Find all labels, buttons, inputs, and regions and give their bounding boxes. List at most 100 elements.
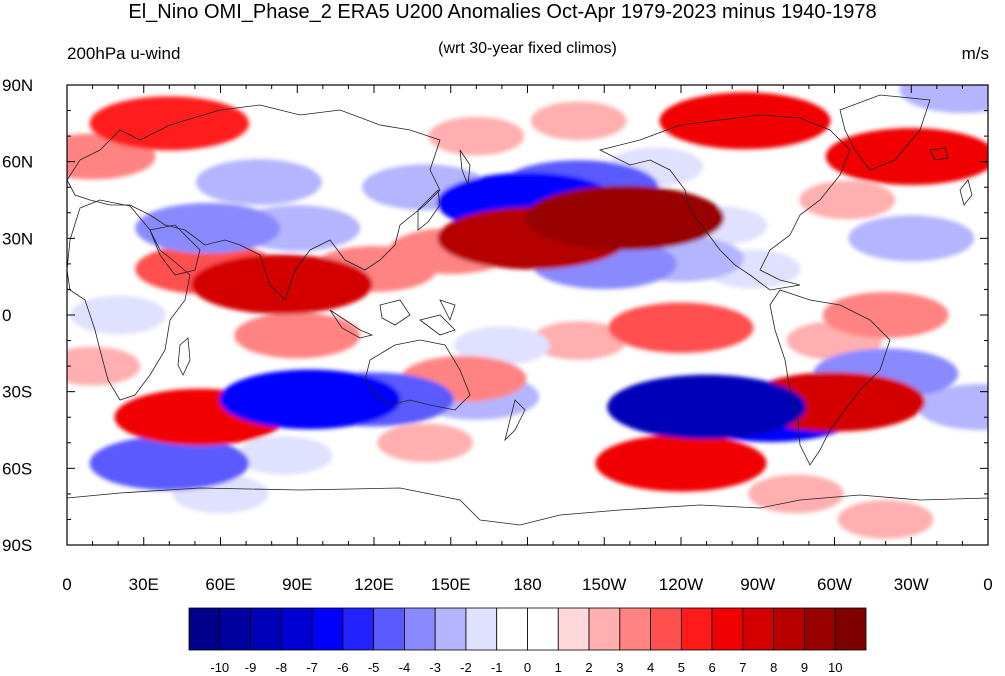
anomaly-contour <box>595 434 767 492</box>
colorbar-box <box>188 607 221 651</box>
anomaly-contour <box>530 321 627 360</box>
colorbar-label: -9 <box>245 660 257 675</box>
colorbar-box <box>834 607 867 651</box>
colorbar-box <box>711 607 744 651</box>
colorbar-box <box>680 607 713 651</box>
lon-tick-label: 60W <box>817 575 852 594</box>
longitude-axis: 0 30E 60E 90E 120E 150E 180 150W 120W 90W 60W 30W 0 <box>62 85 993 594</box>
colorbar-box <box>311 607 344 651</box>
anomaly-contour <box>607 374 806 440</box>
lat-tick-label: 90N <box>2 76 33 95</box>
anomaly-contour <box>748 474 844 514</box>
colorbar-box <box>434 607 467 651</box>
colorbar-label: 9 <box>801 660 808 675</box>
latitude-axis: 90N 60N 30N 0 30S 60S 90S <box>2 76 988 555</box>
colorbar-label: 2 <box>585 660 592 675</box>
colorbar-box <box>773 607 805 651</box>
lon-tick-label: 150E <box>431 575 471 594</box>
colorbar-label: 1 <box>555 660 562 675</box>
colorbar-box <box>465 607 498 651</box>
colorbar-label: -3 <box>429 660 441 675</box>
lon-tick-label: 90E <box>282 575 312 594</box>
anomaly-contour <box>659 92 831 150</box>
lon-tick-label: 60E <box>205 575 235 594</box>
anomaly-contour <box>191 254 373 315</box>
colorbar-box <box>496 607 528 651</box>
colorbar-label: 6 <box>709 660 716 675</box>
lat-tick-label: 0 <box>2 306 11 325</box>
colorbar-box <box>250 607 282 651</box>
colorbar-box <box>404 607 436 651</box>
lat-tick-label: 90S <box>2 536 32 555</box>
anomaly-contour <box>917 384 988 430</box>
lon-tick-label: 120E <box>354 575 394 594</box>
colorbar-label: 5 <box>678 660 685 675</box>
anomaly-contour <box>219 369 401 430</box>
colorbar-box <box>373 607 405 651</box>
anomaly-contour <box>530 101 627 141</box>
lon-tick-label: 150W <box>582 575 626 594</box>
lon-tick-label: 30W <box>894 575 929 594</box>
anomaly-contour <box>899 85 988 114</box>
colorbar-box <box>588 607 621 651</box>
lon-tick-label: 180 <box>513 575 541 594</box>
anomaly-contour <box>70 295 167 335</box>
colorbar-label: 7 <box>739 660 746 675</box>
anomaly-contour <box>848 215 975 262</box>
colorbar-label: -7 <box>306 660 318 675</box>
anomaly-contour <box>89 436 250 491</box>
anomaly-field <box>67 85 988 539</box>
colorbar-label: 0 <box>524 660 531 675</box>
anomaly-contour <box>799 180 896 220</box>
anomaly-contour <box>454 326 550 365</box>
lon-tick-label: 0 <box>983 575 992 594</box>
anomaly-contour <box>608 302 754 354</box>
climatology-note: (wrt 30-year fixed climos) <box>438 40 617 57</box>
colorbar-label: -8 <box>276 660 288 675</box>
colorbar-label: -2 <box>460 660 472 675</box>
units-label: m/s <box>961 44 989 63</box>
lat-tick-label: 60S <box>2 459 32 478</box>
colorbar-box <box>804 607 836 651</box>
colorbar-label: -5 <box>368 660 380 675</box>
anomaly-contour <box>236 436 333 475</box>
lat-tick-label: 60N <box>2 153 33 172</box>
colorbar-label: 10 <box>828 660 842 675</box>
colorbar-box <box>742 607 775 651</box>
colorbar-box <box>650 607 682 651</box>
colorbar-box <box>527 607 559 651</box>
lon-tick-label: 0 <box>62 575 71 594</box>
colorbar-label: -6 <box>337 660 349 675</box>
lat-tick-label: 30S <box>2 383 32 402</box>
anomaly-contour <box>89 96 250 151</box>
colorbar-label: -10 <box>210 660 229 675</box>
variable-label: 200hPa u-wind <box>67 44 181 63</box>
anomaly-contour <box>837 500 934 539</box>
anomaly-contour <box>67 346 141 386</box>
anomaly-contour <box>525 185 725 251</box>
anomaly-contour <box>135 202 281 254</box>
colorbar-box <box>557 607 590 651</box>
colorbar-box <box>619 607 651 651</box>
coastlines <box>67 94 988 526</box>
anomaly-contour <box>377 423 474 463</box>
lat-tick-label: 30N <box>2 229 33 248</box>
colorbar-label: 8 <box>770 660 777 675</box>
anomaly-contour <box>822 292 949 338</box>
colorbar-box <box>342 607 375 651</box>
anomaly-contour <box>825 128 988 186</box>
anomaly-contour <box>428 116 525 156</box>
lon-tick-label: 90W <box>740 575 775 594</box>
anomaly-contour <box>234 312 361 359</box>
figure-title: El_Nino OMI_Phase_2 ERA5 U200 Anomalies … <box>128 1 877 23</box>
colorbar-box <box>280 607 313 651</box>
colorbar-label: 4 <box>647 660 654 675</box>
colorbar: -10 -9 -8 -7 -6 -5 -4 -3 -2 -1 0 1 2 3 4 5 6 7 8 9 10 <box>188 607 867 675</box>
colorbar-box <box>219 607 251 651</box>
colorbar-label: 3 <box>616 660 623 675</box>
lon-tick-label: 30E <box>129 575 159 594</box>
colorbar-label: -4 <box>399 660 411 675</box>
colorbar-label: -1 <box>491 660 503 675</box>
anomaly-contour <box>195 159 322 206</box>
